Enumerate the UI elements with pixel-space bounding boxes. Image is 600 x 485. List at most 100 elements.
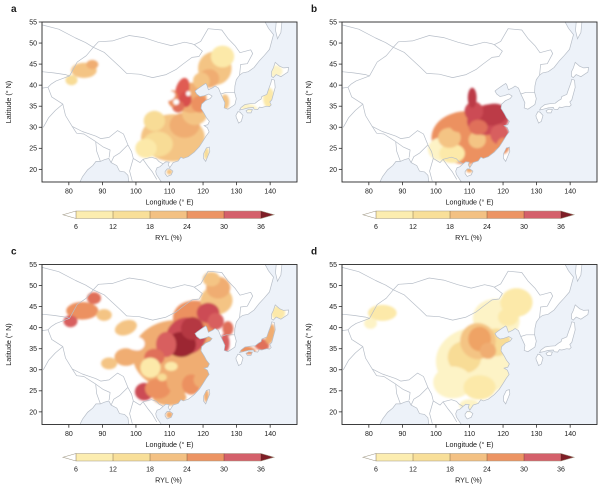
ryl-layer xyxy=(364,288,533,412)
colorbar-segment xyxy=(376,453,413,461)
island-coastline xyxy=(203,389,211,405)
country-border xyxy=(47,28,254,88)
panel-letter: b xyxy=(311,4,317,15)
country-border xyxy=(393,35,495,48)
colorbar-tick-label: 12 xyxy=(409,224,417,231)
colorbar-tick-label: 36 xyxy=(257,467,265,474)
island-land xyxy=(539,79,576,110)
country-border xyxy=(520,334,535,337)
y-tick-label: 40 xyxy=(29,325,37,332)
colorbar-tick-label: 24 xyxy=(483,224,491,231)
island-coastline xyxy=(203,146,211,163)
panel-b-svg: 80 90 100 110 120 130 140 55 50 45 40 35 30 25 20 Longi… xyxy=(304,4,598,242)
coastline xyxy=(42,264,274,425)
country-border xyxy=(429,400,434,424)
country-border xyxy=(42,71,70,77)
ryl-blob xyxy=(478,103,508,126)
x-tick-label: 130 xyxy=(531,189,543,196)
ryl-blob xyxy=(210,45,235,68)
panel-b: 80 90 100 110 120 130 140 55 50 45 40 35 30 25 20 Longi… xyxy=(300,0,600,242)
colorbar-segment xyxy=(150,211,187,219)
colorbar: 6 12 18 24 30 36 RYL (%) xyxy=(61,210,276,242)
island-coastline xyxy=(164,411,174,420)
y-tick-label: 25 xyxy=(329,146,337,153)
y-tick-label: 30 xyxy=(29,367,37,374)
colorbar-segment xyxy=(524,211,561,219)
x-tick-label: 80 xyxy=(65,431,73,438)
island-coastline xyxy=(503,389,511,405)
island-coastline xyxy=(571,61,590,79)
ryl-blob xyxy=(63,315,78,328)
country-border xyxy=(342,329,349,331)
x-tick-label: 140 xyxy=(564,431,576,438)
colorbar-tick-label: 12 xyxy=(109,224,117,231)
colorbar-segment xyxy=(76,211,113,219)
country-border xyxy=(410,144,429,163)
country-border xyxy=(371,126,396,142)
x-tick-label: 120 xyxy=(197,189,209,196)
country-border xyxy=(410,387,429,406)
ryl-blob xyxy=(449,115,470,133)
colorbar-segment xyxy=(187,453,224,461)
x-axis-label: Longitude (° E) xyxy=(445,440,493,449)
ryl-blob xyxy=(114,348,138,366)
country-border xyxy=(342,103,364,128)
island-coastline xyxy=(538,78,576,111)
x-tick-label: 100 xyxy=(430,431,442,438)
ryl-blob xyxy=(157,373,167,382)
country-border xyxy=(342,267,394,291)
colorbar: 6 12 18 24 30 36 RYL (%) xyxy=(61,453,276,485)
colorbar-segment xyxy=(113,453,150,461)
y-tick-label: 55 xyxy=(329,19,337,26)
y-tick-label: 20 xyxy=(29,409,37,416)
colorbar-segment xyxy=(224,453,261,461)
colorbar-over-arrow xyxy=(261,453,274,461)
island-coastline xyxy=(575,264,583,283)
x-tick-label: 90 xyxy=(398,431,406,438)
x-tick-label: 90 xyxy=(398,189,406,196)
country-border xyxy=(71,368,96,385)
ryl-blob xyxy=(143,110,166,131)
colorbar-tick-label: 6 xyxy=(374,224,378,231)
country-border xyxy=(129,400,134,424)
x-tick-label: 130 xyxy=(231,189,243,196)
colorbar-over-arrow xyxy=(561,453,574,461)
colorbar-segment xyxy=(187,211,224,219)
country-border xyxy=(347,87,464,165)
country-border xyxy=(220,91,235,95)
x-tick-label: 110 xyxy=(164,189,175,196)
x-tick-label: 120 xyxy=(197,431,209,438)
country-border xyxy=(342,24,394,48)
y-tick-label: 25 xyxy=(29,388,37,395)
y-tick-label: 35 xyxy=(329,346,337,353)
country-border xyxy=(93,277,195,291)
y-tick-label: 30 xyxy=(329,125,337,132)
y-tick-label: 45 xyxy=(329,304,337,311)
x-tick-label: 80 xyxy=(65,189,73,196)
colorbar-tick-label: 24 xyxy=(183,224,191,231)
ryl-blob xyxy=(87,292,101,305)
y-tick-label: 30 xyxy=(29,125,37,132)
island-coastline xyxy=(275,22,283,40)
y-axis-label: Latitude (° N) xyxy=(304,323,313,365)
country-border xyxy=(47,329,164,407)
ryl-blob xyxy=(468,131,486,149)
y-tick-label: 55 xyxy=(29,19,37,26)
island-coastline xyxy=(271,304,290,321)
colorbar-segment xyxy=(376,211,413,219)
island-coastline xyxy=(238,321,276,354)
island-coastline xyxy=(575,22,583,40)
continent-land xyxy=(342,22,574,182)
island-coastline xyxy=(271,61,290,79)
colorbar-tick-label: 18 xyxy=(446,224,454,231)
ryl-blob xyxy=(438,127,461,148)
x-tick-label: 80 xyxy=(365,431,373,438)
x-tick-label: 140 xyxy=(264,189,276,196)
colorbar-segment xyxy=(524,453,561,461)
colorbar-tick-label: 6 xyxy=(374,467,378,474)
ryl-blob xyxy=(467,87,477,108)
coastline xyxy=(42,22,274,182)
island-coastline xyxy=(164,168,174,177)
colorbar-tick-label: 36 xyxy=(557,224,565,231)
ryl-blob xyxy=(479,342,497,359)
